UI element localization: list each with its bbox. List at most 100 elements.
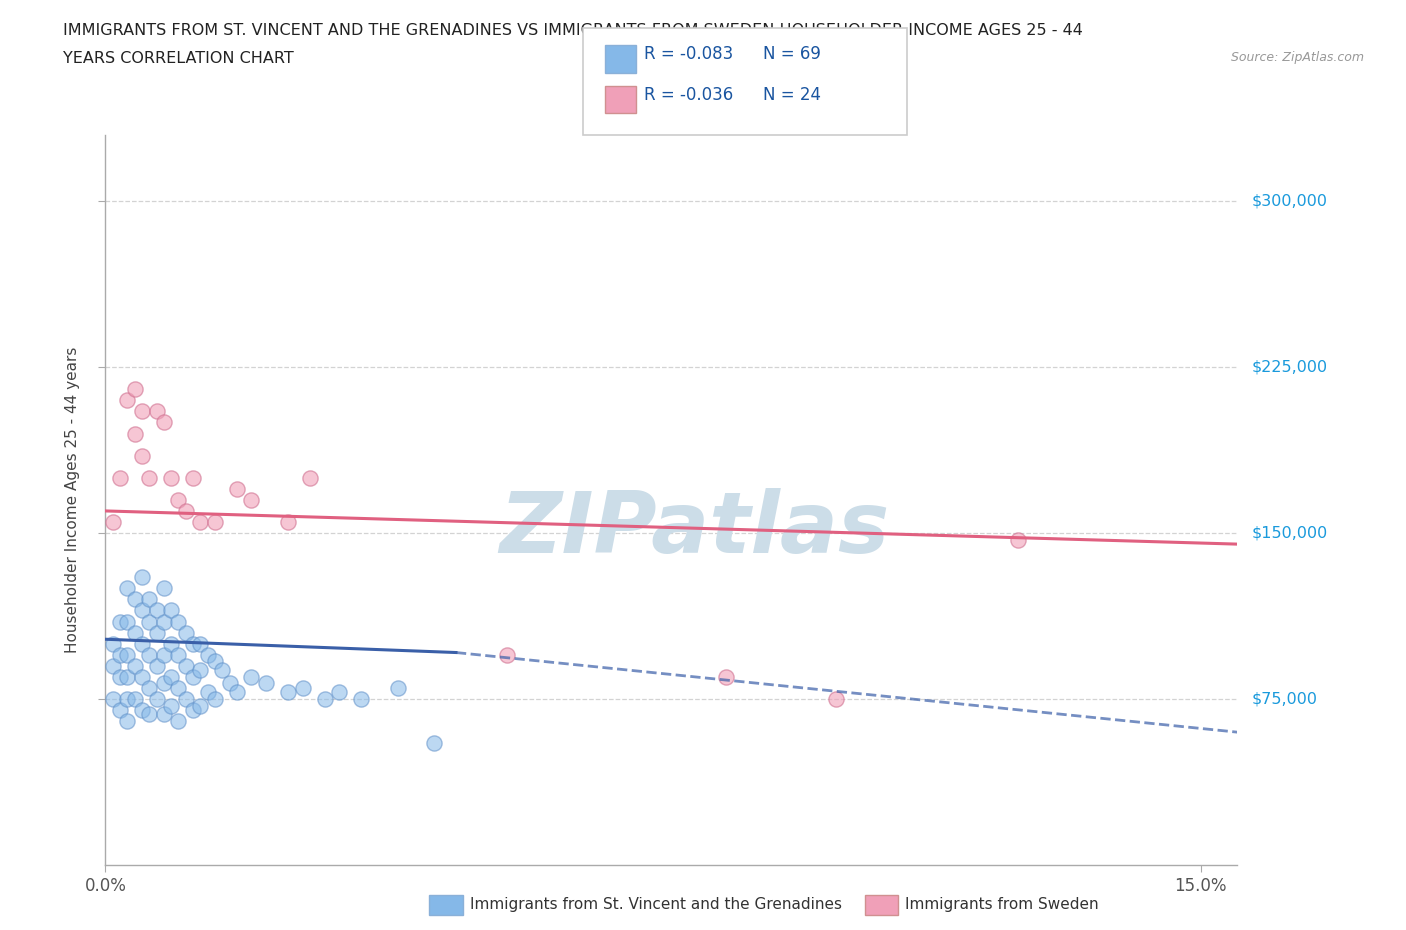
Point	[277, 684, 299, 699]
Point	[117, 392, 139, 407]
Point	[101, 636, 124, 651]
Point	[108, 614, 131, 629]
Text: ZIPatlas: ZIPatlas	[499, 487, 889, 571]
Point	[145, 404, 167, 418]
Point	[824, 692, 846, 707]
Point	[145, 625, 167, 640]
Point	[423, 736, 446, 751]
Point	[225, 684, 247, 699]
Point	[240, 670, 263, 684]
Point	[124, 382, 146, 397]
Point	[167, 681, 190, 696]
Point	[160, 471, 183, 485]
Text: $150,000: $150,000	[1251, 525, 1327, 540]
Point	[174, 503, 197, 518]
Point	[124, 625, 146, 640]
Point	[328, 684, 350, 699]
Point	[204, 692, 226, 707]
Point	[211, 663, 233, 678]
Text: R = -0.083: R = -0.083	[644, 45, 733, 62]
Text: IMMIGRANTS FROM ST. VINCENT AND THE GRENADINES VS IMMIGRANTS FROM SWEDEN HOUSEHO: IMMIGRANTS FROM ST. VINCENT AND THE GREN…	[63, 23, 1083, 38]
Text: Immigrants from St. Vincent and the Grenadines: Immigrants from St. Vincent and the Gren…	[470, 897, 842, 912]
Point	[225, 482, 247, 497]
Point	[167, 713, 190, 728]
Point	[124, 426, 146, 441]
Point	[153, 415, 176, 430]
Point	[387, 681, 409, 696]
Point	[138, 592, 160, 607]
Point	[190, 636, 212, 651]
Point	[108, 471, 131, 485]
Point	[298, 471, 321, 485]
Point	[190, 514, 212, 529]
Point	[131, 670, 153, 684]
Point	[350, 692, 373, 707]
Point	[181, 670, 204, 684]
Point	[167, 647, 190, 662]
Point	[1007, 532, 1029, 547]
Point	[153, 614, 176, 629]
Point	[138, 471, 160, 485]
Point	[117, 647, 139, 662]
Point	[277, 514, 299, 529]
Point	[153, 647, 176, 662]
Point	[131, 636, 153, 651]
Point	[496, 647, 519, 662]
Point	[101, 692, 124, 707]
Point	[160, 603, 183, 618]
Point	[254, 676, 277, 691]
Text: Source: ZipAtlas.com: Source: ZipAtlas.com	[1230, 51, 1364, 64]
Point	[153, 707, 176, 722]
Point	[108, 670, 131, 684]
Point	[240, 492, 263, 507]
Text: N = 24: N = 24	[763, 86, 821, 103]
Point	[174, 692, 197, 707]
Point	[117, 692, 139, 707]
Point	[190, 663, 212, 678]
Point	[117, 670, 139, 684]
Y-axis label: Householder Income Ages 25 - 44 years: Householder Income Ages 25 - 44 years	[65, 347, 80, 653]
Point	[131, 702, 153, 717]
Point	[174, 625, 197, 640]
Point	[124, 692, 146, 707]
Point	[181, 702, 204, 717]
Point	[117, 614, 139, 629]
Point	[124, 658, 146, 673]
Point	[314, 692, 336, 707]
Point	[138, 647, 160, 662]
Text: YEARS CORRELATION CHART: YEARS CORRELATION CHART	[63, 51, 294, 66]
Point	[153, 676, 176, 691]
Point	[167, 492, 190, 507]
Point	[218, 676, 240, 691]
Point	[108, 647, 131, 662]
Point	[124, 592, 146, 607]
Point	[101, 514, 124, 529]
Point	[138, 614, 160, 629]
Text: $300,000: $300,000	[1251, 193, 1327, 208]
Text: $225,000: $225,000	[1251, 360, 1327, 375]
Point	[131, 570, 153, 585]
Text: R = -0.036: R = -0.036	[644, 86, 733, 103]
Point	[131, 448, 153, 463]
Point	[131, 603, 153, 618]
Point	[160, 636, 183, 651]
Text: Immigrants from Sweden: Immigrants from Sweden	[905, 897, 1099, 912]
Point	[145, 692, 167, 707]
Point	[138, 707, 160, 722]
Point	[138, 681, 160, 696]
Point	[197, 684, 219, 699]
Point	[145, 658, 167, 673]
Point	[167, 614, 190, 629]
Point	[101, 658, 124, 673]
Point	[197, 647, 219, 662]
Point	[145, 603, 167, 618]
Point	[117, 581, 139, 596]
Point	[190, 698, 212, 713]
Point	[108, 702, 131, 717]
Point	[153, 581, 176, 596]
Point	[131, 404, 153, 418]
Point	[160, 698, 183, 713]
Point	[117, 713, 139, 728]
Point	[291, 681, 314, 696]
Point	[160, 670, 183, 684]
